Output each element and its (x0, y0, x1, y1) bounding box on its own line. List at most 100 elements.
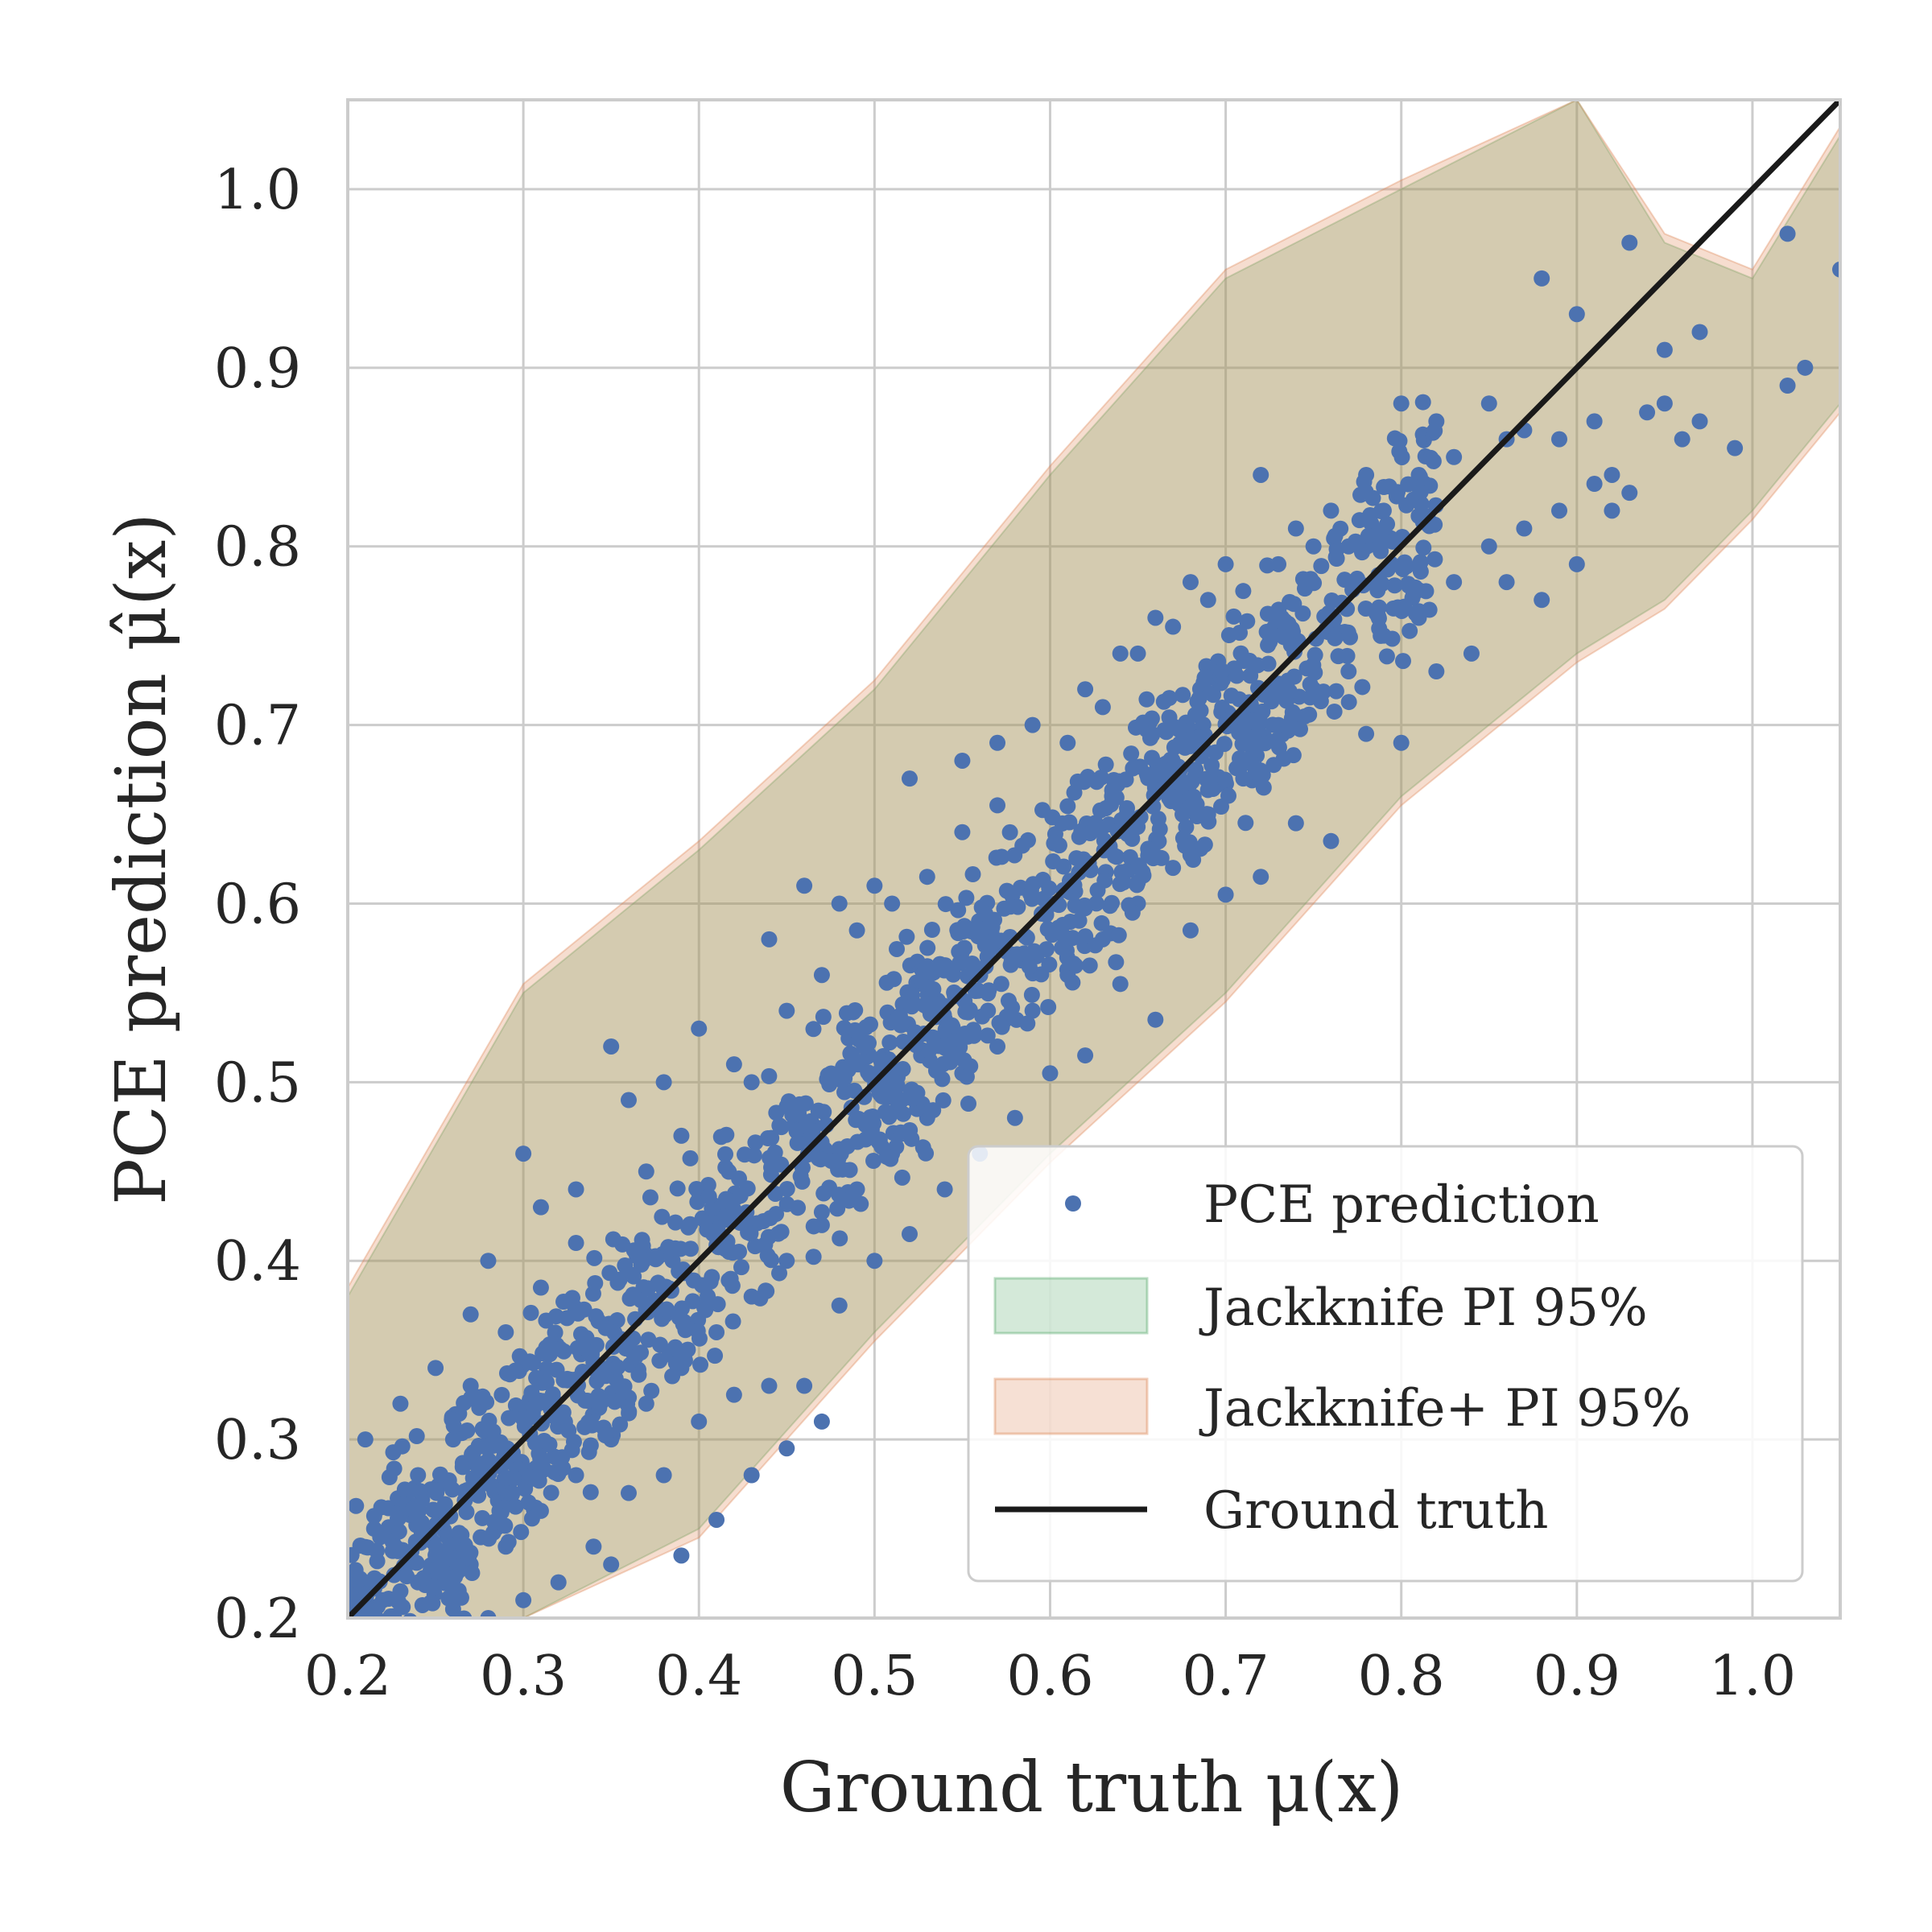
scatter-point (1006, 1109, 1023, 1126)
y-tick-label: 0.3 (214, 1409, 301, 1472)
scatter-point (989, 797, 1006, 814)
scatter-point-dense (692, 1356, 709, 1373)
scatter-point-dense (923, 921, 940, 938)
scatter-point-dense (914, 1139, 931, 1156)
scatter-point-dense (1021, 958, 1038, 975)
scatter-point (1165, 860, 1182, 877)
scatter-point-dense (456, 1542, 473, 1558)
scatter-point (1516, 520, 1533, 537)
scatter-point-dense (902, 1085, 919, 1102)
scatter-point-dense (934, 1071, 951, 1088)
scatter-point-dense (1200, 813, 1217, 830)
scatter-point-dense (403, 1482, 420, 1499)
scatter-point (1042, 1065, 1059, 1082)
scatter-point-dense (1059, 798, 1076, 815)
scatter-point-dense (390, 1593, 407, 1610)
scatter-point (954, 752, 971, 769)
scatter-point-dense (1213, 663, 1230, 679)
scatter-point-dense (432, 1564, 449, 1581)
scatter-point (1586, 413, 1603, 430)
scatter-point-dense (1384, 533, 1401, 550)
scatter-point-dense (1101, 898, 1118, 914)
scatter-point-dense (1292, 720, 1309, 737)
scatter-point (1147, 609, 1164, 626)
scatter-point-dense (679, 1341, 696, 1358)
scatter-point-dense (993, 1018, 1010, 1035)
scatter-point-dense (717, 1146, 734, 1162)
scatter-point-dense (654, 1208, 671, 1225)
scatter-point-dense (1413, 496, 1430, 513)
scatter-point-dense (530, 1445, 547, 1462)
scatter-point-dense (849, 1133, 866, 1150)
scatter-point-dense (1226, 660, 1243, 677)
scatter-point-dense (925, 980, 942, 997)
scatter-point-dense (1076, 900, 1093, 917)
scatter-point-dense (762, 1252, 779, 1269)
scatter-point-dense (415, 1570, 432, 1587)
scatter-point-dense (1414, 394, 1431, 411)
y-tick-label: 0.5 (214, 1051, 301, 1115)
scatter-point (743, 1467, 760, 1484)
scatter-point (638, 1395, 654, 1412)
scatter-point-dense (1185, 788, 1202, 805)
scatter-point-dense (1001, 824, 1018, 840)
scatter-point (655, 1467, 672, 1484)
scatter-point-dense (771, 1265, 788, 1282)
scatter-point-dense (464, 1470, 481, 1487)
scatter-point-dense (617, 1257, 634, 1274)
scatter-point-dense (700, 1188, 717, 1205)
scatter-point (1480, 538, 1497, 555)
scatter-point-dense (1108, 954, 1125, 971)
scatter-point-dense (1216, 736, 1233, 753)
scatter-point-dense (627, 1348, 644, 1365)
scatter-point (1691, 413, 1708, 430)
scatter-point-dense (886, 971, 902, 988)
scatter-point-dense (1239, 613, 1256, 630)
scatter-point (392, 1395, 409, 1412)
scatter-point-dense (813, 1203, 830, 1220)
scatter-point-dense (1363, 515, 1380, 532)
scatter-point-dense (1298, 660, 1315, 677)
scatter-point (1428, 663, 1445, 680)
scatter-point-dense (1279, 672, 1296, 689)
scatter-point-dense (833, 1191, 850, 1208)
scatter-point-dense (1110, 927, 1127, 943)
scatter-point-dense (1270, 739, 1287, 756)
scatter-point-dense (919, 958, 935, 975)
scatter-point-dense (1061, 814, 1078, 831)
scatter-point-dense (1415, 539, 1432, 556)
scatter-point-dense (946, 1045, 963, 1062)
scatter-point-dense (958, 1068, 975, 1085)
scatter-point-dense (805, 1249, 822, 1265)
scatter-point-dense (1268, 687, 1285, 704)
scatter-point-dense (956, 939, 973, 956)
scatter-point-dense (459, 1422, 476, 1439)
scatter-point (550, 1574, 567, 1591)
scatter-point-dense (878, 1089, 895, 1106)
scatter-point-dense (493, 1386, 510, 1403)
scatter-point-dense (1077, 928, 1094, 945)
scatter-point-dense (476, 1455, 493, 1472)
scatter-point-dense (889, 940, 906, 957)
scatter-point-dense (625, 1268, 642, 1285)
y-axis-title: PCE prediction μ̂(x) (101, 513, 182, 1205)
scatter-point-dense (1019, 832, 1036, 848)
x-tick-label: 0.6 (1006, 1645, 1093, 1708)
scatter-point-dense (1412, 484, 1429, 501)
scatter-point (1797, 359, 1814, 376)
scatter-point (1305, 538, 1322, 555)
scatter-point-dense (507, 1362, 524, 1379)
scatter-point (1393, 734, 1410, 751)
plot-frame (346, 98, 1842, 1620)
scatter-point-dense (925, 1102, 942, 1119)
scatter-point (1393, 395, 1410, 412)
scatter-point-dense (964, 955, 980, 972)
scatter-point-dense (773, 1119, 790, 1136)
scatter-point-dense (667, 1214, 684, 1231)
scatter-point (901, 770, 918, 787)
scatter-point-dense (1075, 774, 1092, 791)
x-axis-ticks: 0.2 0.3 0.4 0.5 0.6 0.7 0.8 0.9 1.0 (304, 1645, 1796, 1708)
scatter-point-dense (385, 1444, 402, 1461)
scatter-point-dense (797, 1117, 814, 1134)
scatter-point-dense (931, 1038, 947, 1055)
